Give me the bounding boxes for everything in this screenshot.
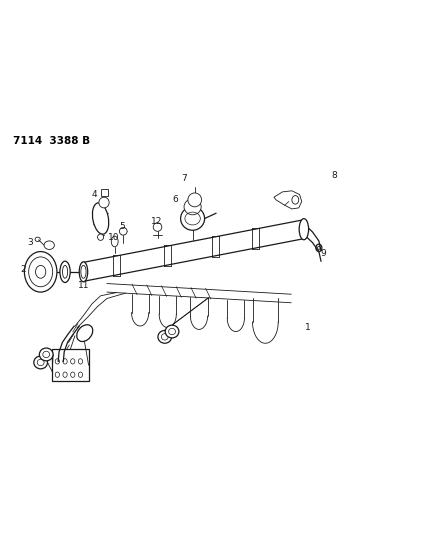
Ellipse shape <box>34 356 48 369</box>
Ellipse shape <box>153 223 162 231</box>
Ellipse shape <box>111 236 118 247</box>
Text: 11: 11 <box>78 281 89 289</box>
Text: 9: 9 <box>320 249 326 257</box>
Ellipse shape <box>158 330 172 343</box>
Text: 8: 8 <box>331 172 337 180</box>
Ellipse shape <box>92 203 109 234</box>
Circle shape <box>24 252 57 292</box>
Ellipse shape <box>181 207 205 230</box>
Text: 2: 2 <box>21 265 27 273</box>
Text: 4: 4 <box>91 190 97 199</box>
Text: 7114  3388 B: 7114 3388 B <box>13 136 90 146</box>
Text: 12: 12 <box>151 217 162 225</box>
Ellipse shape <box>77 325 93 342</box>
Text: 3: 3 <box>27 238 33 247</box>
Ellipse shape <box>44 241 54 249</box>
Text: 1: 1 <box>305 324 311 332</box>
Polygon shape <box>274 191 302 209</box>
Text: 5: 5 <box>119 222 125 231</box>
Text: 7: 7 <box>181 174 187 183</box>
Text: 6: 6 <box>172 196 178 204</box>
Ellipse shape <box>299 219 309 240</box>
Ellipse shape <box>165 325 179 338</box>
Polygon shape <box>101 189 108 196</box>
Ellipse shape <box>98 234 104 240</box>
Polygon shape <box>52 349 89 381</box>
Ellipse shape <box>99 197 109 208</box>
Ellipse shape <box>184 199 201 215</box>
Ellipse shape <box>60 261 70 282</box>
Ellipse shape <box>79 262 88 282</box>
Text: 10: 10 <box>108 233 119 241</box>
Ellipse shape <box>188 193 202 207</box>
Ellipse shape <box>39 348 53 361</box>
Ellipse shape <box>119 228 127 235</box>
